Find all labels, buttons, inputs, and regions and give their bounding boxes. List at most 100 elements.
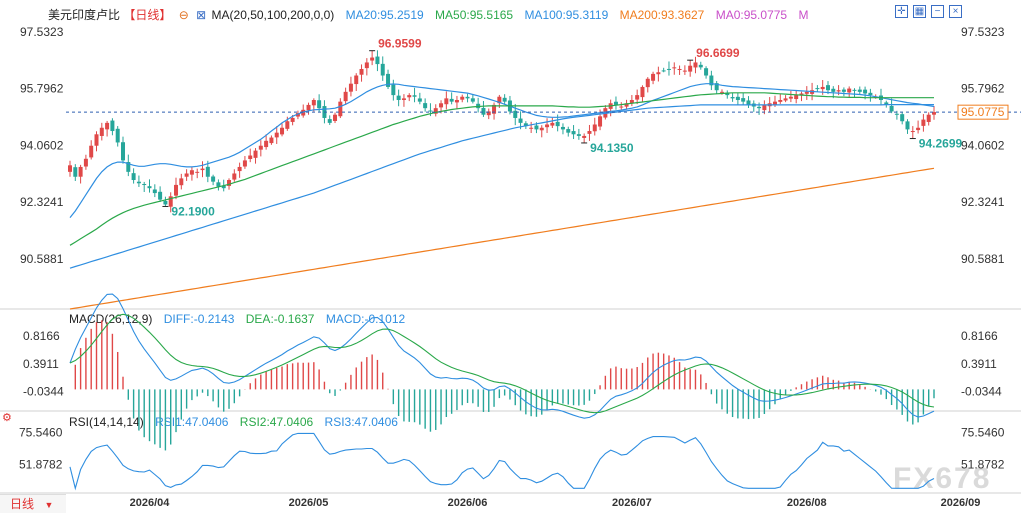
macd-value-legend: MACD:-0.1012 [325, 312, 406, 326]
close-icon[interactable]: × [949, 5, 962, 18]
candle-body [184, 173, 189, 177]
candle-body [460, 96, 465, 100]
candle-body [290, 117, 295, 122]
candle-body [635, 95, 640, 100]
x-date-label: 2026/08 [787, 497, 827, 509]
main-legend: 美元印度卢比 【日线】 ⊖ ⊠ MA(20,50,100,200,0,0) MA… [48, 6, 816, 23]
candle-body [677, 68, 682, 70]
period-tab-label: 日线 [10, 497, 35, 511]
candle-body [232, 173, 237, 180]
y-tick-label-left: 92.3241 [20, 195, 64, 209]
macd-panel [69, 293, 935, 451]
candle-body [804, 91, 809, 94]
candle-body [582, 135, 587, 138]
ma-toggle-icon[interactable]: ⊠ [196, 8, 207, 22]
period-tab-daily[interactable]: 日线 ▼ [0, 494, 66, 513]
candle-body [868, 92, 873, 96]
rsi-panel [69, 432, 935, 491]
candle-body [889, 105, 894, 112]
candle-body [613, 101, 618, 105]
candle-body [221, 185, 226, 189]
candle-body [545, 124, 550, 128]
candle-body [227, 180, 232, 186]
candle-body [831, 88, 836, 92]
settings-icon[interactable]: ⊖ [178, 8, 189, 22]
candle-body [136, 181, 141, 184]
candle-body [688, 65, 693, 72]
x-date-label: 2026/09 [941, 497, 981, 509]
candle-body [550, 122, 555, 126]
candle-body [592, 124, 597, 132]
macd-legend: MACD(26,12,9) DIFF:-0.2143 DEA:-0.1637 M… [69, 312, 413, 326]
period-tag[interactable]: 【日线】 [123, 8, 172, 22]
candle-body [619, 106, 624, 108]
candle-body [258, 145, 263, 150]
axes: 97.5323 97.5323 95.7962 95.7962 94.0602 94.06… [19, 25, 1005, 509]
rsi1-legend: RSI1:47.0406 [155, 415, 229, 429]
watermark: FX678 [893, 462, 992, 495]
candle-body [401, 98, 406, 100]
macd-tick-left: -0.0344 [23, 385, 64, 399]
y-tick-label-left: 94.0602 [20, 138, 64, 152]
candle-body [168, 196, 173, 207]
symbol-title: 美元印度卢比 [48, 8, 121, 22]
candle-body [131, 173, 136, 181]
candle-body [423, 103, 428, 109]
candle-body [492, 104, 497, 114]
candle-body [534, 125, 539, 130]
candle-body [783, 98, 788, 101]
candle-body [205, 166, 210, 177]
candle-body [121, 142, 126, 161]
candle-body [529, 127, 534, 129]
candle-body [481, 107, 486, 115]
candle-body [327, 119, 332, 123]
candle-body [242, 160, 247, 167]
candle-body [311, 100, 316, 106]
candle-body [428, 110, 433, 112]
candle-body [778, 100, 783, 102]
rsi-line [69, 432, 935, 491]
candle-body [666, 68, 671, 70]
candle-body [926, 114, 931, 122]
rsi-tick-right: 51.8782 [961, 457, 1005, 471]
candle-body [126, 162, 131, 172]
candle-body [560, 126, 565, 130]
candle-body [163, 200, 168, 205]
candle-body [820, 86, 825, 90]
candle-body [73, 167, 78, 177]
candle-body [741, 98, 746, 102]
current-price-box [957, 104, 1009, 120]
tab-arrow-icon[interactable]: ▼ [44, 500, 54, 510]
candle-body [746, 100, 751, 105]
candle-body [841, 89, 846, 92]
ma-more-label: M [798, 8, 809, 22]
candle-body [539, 127, 544, 131]
candle-body [730, 97, 735, 99]
candle-body [735, 96, 740, 101]
indicator-settings-icon[interactable]: ⚙ [2, 412, 12, 424]
candle-body [910, 131, 915, 133]
candle-body [523, 123, 528, 127]
candle-body [900, 114, 905, 122]
candle-body [470, 98, 475, 102]
candle-body [317, 100, 322, 109]
candle-body [714, 83, 719, 91]
candle-body [285, 121, 290, 129]
candle-body [719, 91, 724, 93]
candle-body [704, 68, 709, 76]
ma0-legend: MA0:95.0775 [715, 8, 788, 22]
candle-body [486, 111, 491, 116]
candle-body [762, 104, 767, 111]
minus-icon[interactable]: − [931, 5, 944, 18]
candle-body [566, 129, 571, 133]
candle-body [152, 189, 157, 194]
candle-body [99, 127, 104, 136]
candle-body [624, 103, 629, 107]
grid-icon[interactable]: ▦ [913, 5, 926, 18]
crosshair-icon[interactable]: ✛ [895, 5, 908, 18]
candle-body [248, 155, 253, 159]
candle-body [894, 113, 899, 115]
candle-body [110, 120, 115, 132]
candle-body [836, 90, 841, 92]
